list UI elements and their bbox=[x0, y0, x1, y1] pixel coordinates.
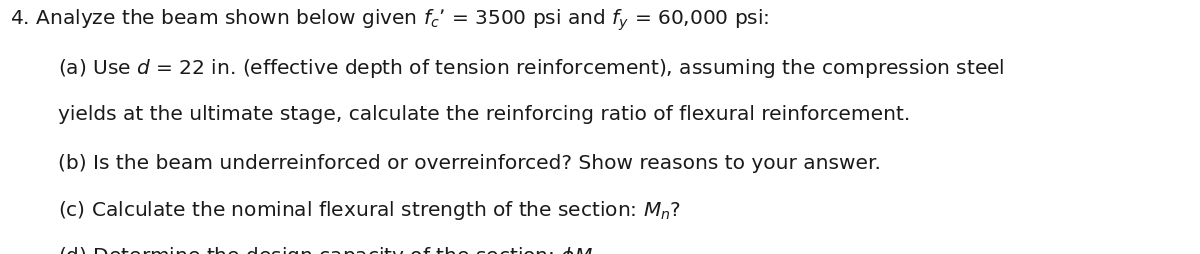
Text: (c) Calculate the nominal flexural strength of the section: $M_n$?: (c) Calculate the nominal flexural stren… bbox=[58, 199, 680, 223]
Text: (b) Is the beam underreinforced or overreinforced? Show reasons to your answer.: (b) Is the beam underreinforced or overr… bbox=[58, 154, 881, 173]
Text: (d) Determine the design capacity of the section: $\phi M_n$.: (d) Determine the design capacity of the… bbox=[58, 245, 607, 254]
Text: yields at the ultimate stage, calculate the reinforcing ratio of flexural reinfo: yields at the ultimate stage, calculate … bbox=[58, 105, 910, 124]
Text: (a) Use $d$ = 22 in. (effective depth of tension reinforcement), assuming the co: (a) Use $d$ = 22 in. (effective depth of… bbox=[58, 57, 1004, 80]
Text: 4. Analyze the beam shown below given $f_c$’ = 3500 psi and $f_y$ = 60,000 psi:: 4. Analyze the beam shown below given $f… bbox=[10, 8, 769, 33]
